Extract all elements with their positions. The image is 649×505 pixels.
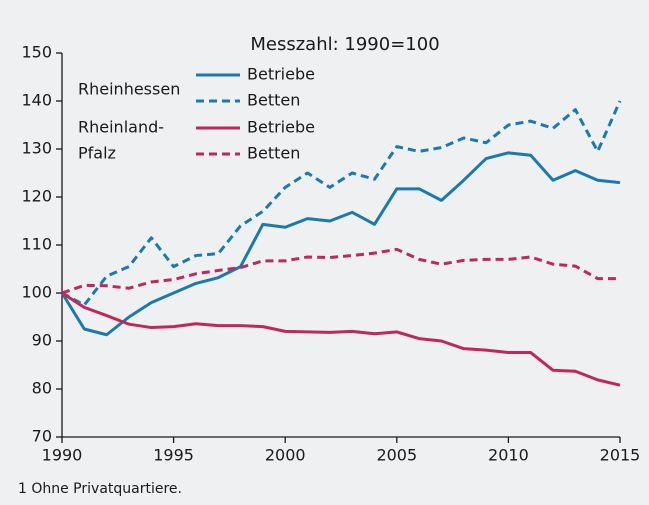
chart-title: Messzahl: 1990=100 [250,34,439,55]
legend-label: Betriebe [247,118,315,137]
y-tick-label: 150 [21,43,52,62]
y-tick-label: 90 [32,331,52,350]
y-tick-label: 130 [21,139,52,158]
y-tick-label: 80 [32,379,52,398]
series-line [60,151,621,337]
x-tick-label: 1990 [42,446,83,465]
x-tick-label: 2010 [488,446,529,465]
x-tick-label: 1995 [153,446,194,465]
series-line [61,247,620,295]
x-tick-label: 2015 [600,446,641,465]
series-line [61,291,621,387]
series-line [61,100,622,307]
y-tick-label: 140 [21,91,52,110]
legend-label: Betriebe [247,65,315,84]
y-tick-label: 120 [21,187,52,206]
legend-group-label: Rheinhessen [78,80,180,99]
legend-group-label: Pfalz [78,144,116,163]
legend-label: Betten [247,144,300,163]
legend-label: Betten [247,91,300,110]
x-tick-label: 2000 [265,446,306,465]
legend-group-label: Rheinland- [78,118,164,137]
footnote: 1 Ohne Privatquartiere. [18,481,182,497]
y-tick-label: 100 [21,283,52,302]
y-tick-label: 70 [32,427,52,446]
y-tick-label: 110 [21,235,52,254]
x-tick-label: 2005 [376,446,417,465]
